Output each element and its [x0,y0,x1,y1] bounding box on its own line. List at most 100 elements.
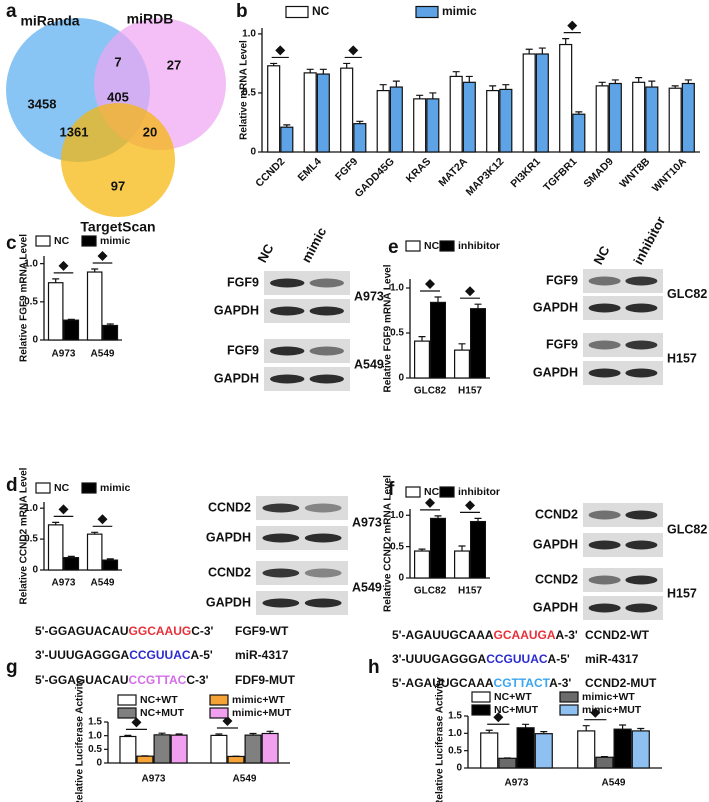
y-axis-label: Relative CCND2 mRNA Level [383,475,394,612]
blot-band [588,510,621,520]
blot-band [625,510,658,520]
y-tick-label: 0.5 [88,744,102,755]
error-bar [418,548,426,552]
legend-swatch [559,704,579,716]
bar [389,86,403,153]
bar [449,75,463,153]
y-axis-label: Relative Luciferase Activity [435,677,446,802]
x-tick-label: MAT2A [436,155,470,189]
legend-swatch [471,704,491,716]
error-bar [465,75,473,83]
legend-label: mimic [100,235,131,247]
x-tick-label: A549 [91,349,115,360]
blot-band [304,568,342,578]
blot-row-label: FGF9 [546,337,578,351]
error-bar [356,120,364,124]
error-bar [106,323,114,326]
bar [498,757,517,769]
bar [522,53,536,153]
significance-marker [58,260,69,271]
blot-row-label: GAPDH [533,600,578,614]
sequence: 3'-UUUGAGGGACCGUUACA-5' [35,648,213,662]
sequence-segment: 5'-GGAGUACAU [35,673,129,687]
bar [340,67,354,153]
legend-label: NC+MUT [140,707,185,719]
error-bar [319,68,327,75]
error-bar [52,278,60,283]
blot-row-label: CCND2 [208,565,251,579]
y-tick-label: 0 [250,147,256,158]
legend-swatch [439,240,455,252]
blot-band [270,278,305,288]
error-bar [392,80,400,88]
bar [534,733,553,769]
blot-band [270,306,305,316]
error-bar [525,48,533,54]
error-bar [124,734,132,737]
error-bar [637,727,645,731]
blot-band [304,533,342,543]
sequence-segment: 5'-AGAUUGCAAA [392,628,494,642]
significance-marker [465,500,475,511]
legend-swatch [439,486,455,498]
bar [227,755,245,764]
bar [280,126,294,153]
y-axis-label: Relative FGF9 mRNA Level [19,234,30,362]
blot-row-label: GAPDH [214,371,259,385]
y-axis-label: Relative CCND2 mRNA Level [19,467,30,604]
sequence-label: CCND2-WT [585,628,650,642]
bar [119,735,137,764]
error-bar [306,68,314,73]
sequence: 5'-GGAGUACAUGGCAAUGC-3' [35,624,214,638]
sequence-segment: CCGUUAC [129,648,191,662]
x-tick-label: H157 [458,586,482,597]
blot-band [625,276,658,286]
y-tick-label: 1.5 [448,711,462,722]
bar [63,319,80,341]
venn-region-count: 27 [167,57,181,72]
error-bar [600,755,608,758]
error-bar [91,268,99,273]
bar [516,727,535,769]
blot-band [625,575,658,585]
x-tick-label: A549 [91,578,115,589]
error-bar [91,531,99,535]
bar [376,89,390,153]
bar [413,98,427,153]
y-tick-label: 0.5 [448,745,462,756]
legend-label: inhibitor [458,240,500,252]
blot-band [588,575,621,585]
blot-lane-label: NC [254,241,276,265]
legend-label: inhibitor [458,486,500,498]
bar [210,734,228,764]
sequence-segment: A-3' [549,676,571,690]
error-bar [67,318,75,321]
legend-label: mimic+WT [232,694,285,706]
blot-band [625,303,658,313]
error-bar [343,62,351,69]
sequence-label: miR-4317 [235,648,289,662]
sequence-segment: A-3' [556,628,578,642]
legend-label: NC+WT [140,694,178,706]
bar [47,524,64,571]
sequence-label: miR-4317 [585,652,639,666]
blot-cell-line: GLC82 [667,522,707,536]
significance-marker [425,497,435,508]
error-bar [379,84,387,91]
sequence-label: CCND2-MUT [585,676,657,690]
legend-swatch [81,482,97,494]
error-bar [671,85,679,89]
significance-marker [590,707,601,718]
error-bar [418,336,426,342]
blot-band [262,598,300,608]
x-tick-label: A549 [233,774,257,785]
y-tick-label: 0.5 [242,88,256,99]
blot-band [262,568,300,578]
bar [86,271,103,341]
legend-label: mimic [100,482,131,494]
y-tick-label: 0.5 [24,534,38,545]
bar [632,81,646,153]
x-tick-label: A973 [52,349,76,360]
blot-row-label: GAPDH [533,300,578,314]
